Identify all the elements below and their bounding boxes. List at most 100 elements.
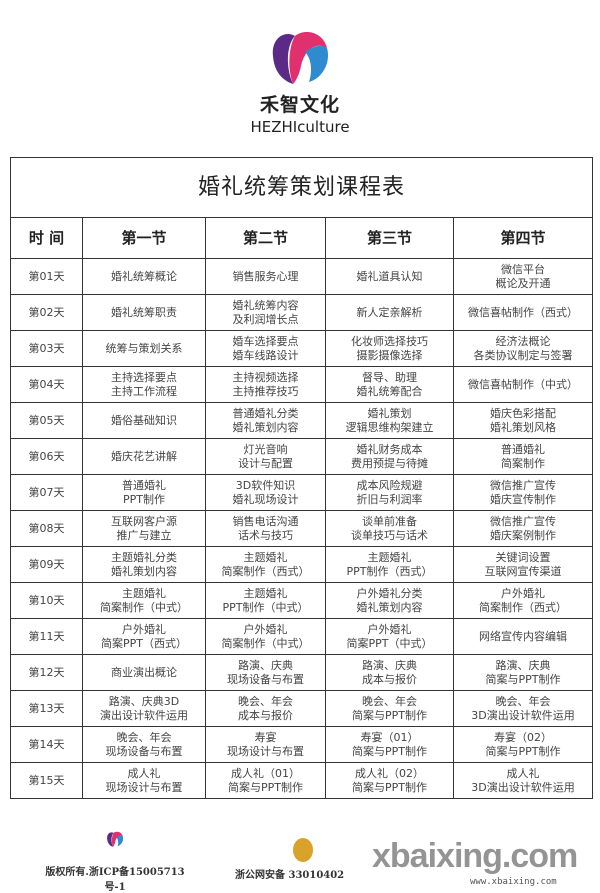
- day-cell: 第09天: [10, 546, 83, 583]
- lesson-cell: 督导、助理 婚礼统筹配合: [325, 366, 454, 403]
- lesson-cell: 成人礼 现场设计与布置: [82, 762, 206, 799]
- lesson-cell: 主题婚礼 简案制作（中式）: [82, 582, 206, 619]
- police-badge-icon: [293, 838, 313, 862]
- lesson-cell: 婚礼策划 逻辑思维构架建立: [325, 402, 454, 439]
- table-row: 第04天 主持选择要点 主持工作流程 主持视频选择 主持推荐技巧 督导、助理 婚礼统筹…: [10, 366, 594, 403]
- table-row: 第09天 主题婚礼分类 婚礼策划内容 主题婚礼 简案制作（西式） 主题婚礼 PPT制作…: [10, 546, 594, 583]
- brand-logo: 禾智文化 HEZHIculture: [0, 26, 600, 136]
- lesson-cell: 化妆师选择技巧 摄影摄像选择: [325, 330, 454, 367]
- column-header: 第二节: [205, 217, 326, 259]
- lesson-cell: 户外婚礼 简案PPT（中式）: [325, 618, 454, 655]
- lesson-cell: 婚庆色彩搭配 婚礼策划风格: [452, 402, 594, 439]
- lesson-cell: 户外婚礼 简案制作（西式）: [452, 582, 594, 619]
- lesson-cell: 微信推广宣传 婚庆案例制作: [452, 510, 594, 547]
- lesson-cell: 户外婚礼分类 婚礼策划内容: [325, 582, 454, 619]
- table-row: 第12天 商业演出概论 路演、庆典 现场设备与布置 路演、庆典 成本与报价 路演、庆典 …: [10, 654, 594, 691]
- lesson-cell: 微信喜帖制作（西式）: [452, 294, 594, 331]
- lesson-cell: 谈单前准备 谈单技巧与话术: [325, 510, 454, 547]
- lesson-cell: 销售服务心理: [205, 258, 326, 295]
- lesson-cell: 婚俗基础知识: [82, 402, 206, 439]
- brand-logo-mark: [272, 32, 329, 84]
- day-cell: 第07天: [10, 474, 83, 511]
- day-cell: 第13天: [10, 690, 83, 727]
- lesson-cell: 主持视频选择 主持推荐技巧: [205, 366, 326, 403]
- lesson-cell: 婚礼道具认知: [325, 258, 454, 295]
- lesson-cell: 普通婚礼 PPT制作: [82, 474, 206, 511]
- lesson-cell: 成人礼（01） 简案与PPT制作: [205, 762, 326, 799]
- lesson-cell: 户外婚礼 简案制作（中式）: [205, 618, 326, 655]
- lesson-cell: 互联网客户源 推广与建立: [82, 510, 206, 547]
- lesson-cell: 主题婚礼 简案制作（西式）: [205, 546, 326, 583]
- brand-name-en: HEZHIculture: [250, 118, 350, 136]
- lesson-cell: 主题婚礼 PPT制作（中式）: [205, 582, 326, 619]
- lesson-cell: 微信推广宣传 婚庆宣传制作: [452, 474, 594, 511]
- column-header: 第四节: [452, 217, 594, 259]
- lesson-cell: 灯光音响 设计与配置: [205, 438, 326, 475]
- table-row: 第13天 路演、庆典3D 演出设计软件运用 晚会、年会 成本与报价 晚会、年会 简案与…: [10, 690, 594, 727]
- lesson-cell: 销售电话沟通 话术与技巧: [205, 510, 326, 547]
- table-row: 第15天 成人礼 现场设计与布置 成人礼（01） 简案与PPT制作 成人礼（02） 简…: [10, 762, 594, 799]
- lesson-cell: 路演、庆典 现场设备与布置: [205, 654, 326, 691]
- day-cell: 第08天: [10, 510, 83, 547]
- lesson-cell: 路演、庆典 成本与报价: [325, 654, 454, 691]
- footer-logo-icon: [107, 831, 124, 847]
- lesson-cell: 微信喜帖制作（中式）: [452, 366, 594, 403]
- lesson-cell: 主题婚礼 PPT制作（西式）: [325, 546, 454, 583]
- lesson-cell: 新人定亲解析: [325, 294, 454, 331]
- day-cell: 第01天: [10, 258, 83, 295]
- day-cell: 第04天: [10, 366, 83, 403]
- day-cell: 第10天: [10, 582, 83, 619]
- day-cell: 第03天: [10, 330, 83, 367]
- table-row: 第08天 互联网客户源 推广与建立 销售电话沟通 话术与技巧 谈单前准备 谈单技巧与话…: [10, 510, 594, 547]
- table-row: 第01天 婚礼统筹概论 销售服务心理 婚礼道具认知 微信平台 概论及开通: [10, 258, 594, 295]
- lesson-cell: 寿宴（02） 简案与PPT制作: [452, 726, 594, 763]
- lesson-cell: 主持选择要点 主持工作流程: [82, 366, 206, 403]
- police-record-text: 浙公网安备 33010402: [235, 870, 345, 881]
- lesson-cell: 成人礼（02） 简案与PPT制作: [325, 762, 454, 799]
- day-cell: 第12天: [10, 654, 83, 691]
- table-title: 婚礼统筹策划课程表: [9, 157, 594, 218]
- lesson-cell: 微信平台 概论及开通: [452, 258, 594, 295]
- table-row: 第11天 户外婚礼 简案PPT（西式） 户外婚礼 简案制作（中式） 户外婚礼 简案PP…: [10, 618, 594, 655]
- day-cell: 第15天: [10, 762, 83, 799]
- lesson-cell: 网络宣传内容编辑: [452, 618, 594, 655]
- footer: 版权所有.浙ICP备15005713号-1 浙公网安备 33010402 xba…: [0, 830, 600, 893]
- table-row: 第10天 主题婚礼 简案制作（中式） 主题婚礼 PPT制作（中式） 户外婚礼分类 婚礼…: [10, 582, 594, 619]
- lesson-cell: 路演、庆典3D 演出设计软件运用: [82, 690, 206, 727]
- day-cell: 第14天: [10, 726, 83, 763]
- lesson-cell: 晚会、年会 现场设备与布置: [82, 726, 206, 763]
- day-cell: 第06天: [10, 438, 83, 475]
- lesson-cell: 成本风险规避 折旧与利润率: [325, 474, 454, 511]
- table-row: 第05天 婚俗基础知识 普通婚礼分类 婚礼策划内容 婚礼策划 逻辑思维构架建立 婚庆色彩…: [10, 402, 594, 439]
- lesson-cell: 婚礼统筹概论: [82, 258, 206, 295]
- lesson-cell: 婚礼统筹内容 及利润增长点: [205, 294, 326, 331]
- lesson-cell: 成人礼 3D演出设计软件运用: [452, 762, 594, 799]
- lesson-cell: 商业演出概论: [82, 654, 206, 691]
- table-row: 第02天 婚礼统筹职责 婚礼统筹内容 及利润增长点 新人定亲解析 微信喜帖制作（西式）: [10, 294, 594, 331]
- lesson-cell: 晚会、年会 3D演出设计软件运用: [452, 690, 594, 727]
- table-row: 第06天 婚庆花艺讲解 灯光音响 设计与配置 婚礼财务成本 费用预提与待摊 普通婚礼 简…: [10, 438, 594, 475]
- day-cell: 第02天: [10, 294, 83, 331]
- watermark-url: www.xbaixing.com: [470, 877, 557, 887]
- lesson-cell: 婚礼统筹职责: [82, 294, 206, 331]
- table-row: 第07天 普通婚礼 PPT制作 3D软件知识 婚礼现场设计 成本风险规避 折旧与利润率…: [10, 474, 594, 511]
- lesson-cell: 婚车选择要点 婚车线路设计: [205, 330, 326, 367]
- lesson-cell: 3D软件知识 婚礼现场设计: [205, 474, 326, 511]
- lesson-cell: 户外婚礼 简案PPT（西式）: [82, 618, 206, 655]
- watermark: xbaixing.com: [372, 837, 578, 875]
- lesson-cell: 主题婚礼分类 婚礼策划内容: [82, 546, 206, 583]
- column-header: 时 间: [10, 217, 83, 259]
- lesson-cell: 寿宴 现场设计与布置: [205, 726, 326, 763]
- lesson-cell: 晚会、年会 简案与PPT制作: [325, 690, 454, 727]
- lesson-cell: 统筹与策划关系: [82, 330, 206, 367]
- lesson-cell: 路演、庆典 简案与PPT制作: [452, 654, 594, 691]
- day-cell: 第11天: [10, 618, 83, 655]
- lesson-cell: 婚庆花艺讲解: [82, 438, 206, 475]
- copyright-text: 版权所有.浙ICP备15005713号-1: [45, 867, 185, 893]
- lesson-cell: 婚礼财务成本 费用预提与待摊: [325, 438, 454, 475]
- lesson-cell: 寿宴（01） 简案与PPT制作: [325, 726, 454, 763]
- column-header: 第一节: [82, 217, 206, 259]
- brand-name-cn: 禾智文化: [259, 94, 340, 116]
- lesson-cell: 晚会、年会 成本与报价: [205, 690, 326, 727]
- column-header: 第三节: [325, 217, 454, 259]
